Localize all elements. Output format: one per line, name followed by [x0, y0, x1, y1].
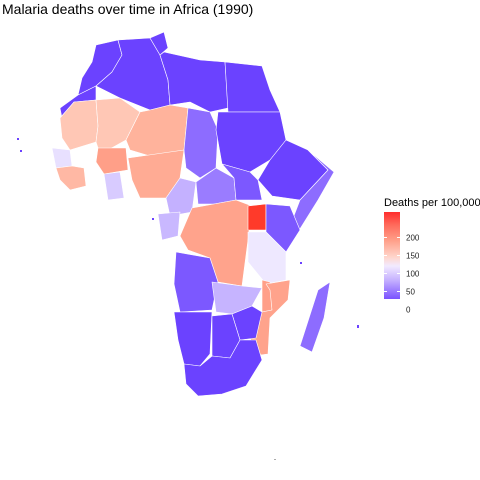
island-comoros — [300, 262, 302, 264]
legend-tick-mark-150 — [384, 255, 387, 256]
country-gabon — [158, 212, 180, 240]
legend-tick-mark-100-r — [397, 273, 400, 274]
legend-tick-mark-150-r — [397, 255, 400, 256]
legend-tick-mark-200 — [384, 237, 387, 238]
legend-tick-mark-200-r — [397, 237, 400, 238]
legend-tick-mark-50-r — [397, 291, 400, 292]
island-mauritius — [357, 325, 359, 328]
legend-tick-mark-50 — [384, 291, 387, 292]
legend-tick-150: 150 — [406, 252, 419, 261]
country-namibia — [174, 312, 212, 366]
island-cape-verde-2 — [20, 150, 22, 152]
island-prince-edward — [274, 459, 276, 460]
country-guinea — [56, 166, 86, 190]
legend-tick-50: 50 — [406, 288, 415, 297]
legend-title: Deaths per 100,000 — [384, 197, 480, 209]
island-cape-verde — [17, 138, 19, 140]
country-egypt — [225, 62, 280, 112]
legend-tick-200: 200 — [406, 234, 419, 243]
island-sao-tome — [152, 218, 154, 220]
country-chad — [184, 108, 218, 178]
legend-body: 200 150 100 50 0 — [384, 212, 480, 302]
country-senegal — [52, 148, 72, 168]
country-madagascar — [300, 282, 330, 352]
country-libya — [160, 52, 228, 112]
country-burkina-faso — [96, 148, 128, 174]
country-uganda — [248, 204, 266, 230]
legend-tick-mark-100 — [384, 273, 387, 274]
legend: Deaths per 100,000 200 150 100 50 0 — [384, 197, 480, 302]
country-ghana — [104, 172, 124, 200]
legend-tick-0: 0 — [406, 306, 410, 315]
legend-tick-100: 100 — [406, 270, 419, 279]
